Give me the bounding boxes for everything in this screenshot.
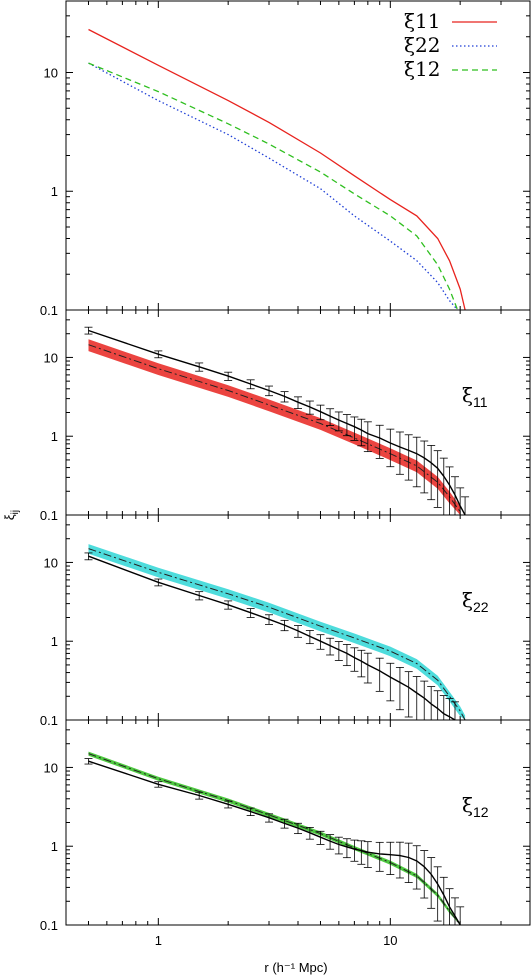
series-line-3 bbox=[88, 62, 459, 311]
legend-label-2: ξ22 bbox=[404, 33, 440, 57]
legend-label-1: ξ11 bbox=[404, 9, 440, 33]
measured-line bbox=[88, 760, 461, 926]
panel-xi12: 0.1 1 10 1 10 ξ12 bbox=[40, 719, 531, 948]
plot-frame bbox=[65, 0, 531, 311]
x-tick-label: 10 bbox=[383, 933, 397, 948]
y-tick-label: 10 bbox=[44, 555, 58, 570]
plot-frame bbox=[65, 719, 531, 926]
panel-label: ξ22 bbox=[462, 588, 489, 615]
series-line-1 bbox=[88, 28, 466, 311]
panel-label: ξ12 bbox=[462, 793, 489, 820]
y-tick-label: 0.1 bbox=[40, 713, 58, 728]
y-tick-label: 1 bbox=[51, 184, 58, 199]
panel-label: ξ11 bbox=[462, 383, 488, 410]
y-tick-label: 0.1 bbox=[40, 918, 58, 933]
y-tick-label: 1 bbox=[51, 839, 58, 854]
y-tick-label: 1 bbox=[51, 429, 58, 444]
y-tick-label: 10 bbox=[44, 65, 58, 80]
y-tick-label: 0.1 bbox=[40, 508, 58, 523]
model-line bbox=[88, 548, 466, 721]
y-tick-label: 10 bbox=[44, 350, 58, 365]
measured-line bbox=[88, 329, 466, 516]
series-line-2 bbox=[88, 62, 459, 311]
model-band bbox=[88, 751, 461, 925]
x-tick-label: 1 bbox=[155, 933, 162, 948]
panel-xi22: 0.1 1 10 ξ22 bbox=[40, 514, 531, 728]
y-tick-label: 10 bbox=[44, 760, 58, 775]
model-band bbox=[88, 339, 461, 515]
legend-label-3: ξ12 bbox=[404, 57, 440, 81]
y-tick-label: 0.1 bbox=[40, 303, 58, 318]
measured-line bbox=[88, 555, 456, 721]
panel-xi11: 0.1 1 10 ξ11 bbox=[40, 309, 531, 523]
x-axis-label: r (h⁻¹ Mpc) bbox=[264, 960, 327, 975]
y-axis-label: ξij bbox=[2, 510, 21, 520]
y-tick-label: 1 bbox=[51, 634, 58, 649]
model-line bbox=[88, 753, 461, 926]
